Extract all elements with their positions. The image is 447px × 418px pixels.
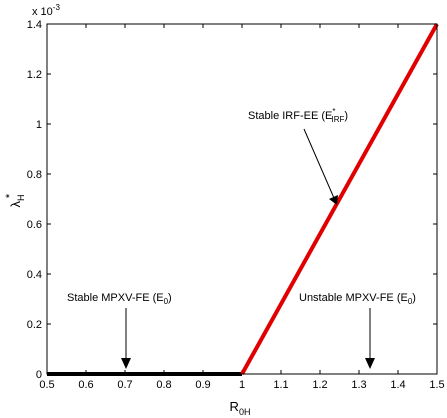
annotation-close: ) (412, 292, 416, 304)
annotation-close: ) (168, 292, 172, 304)
x-axis-label-sub: 0H (239, 407, 251, 417)
y-tick-label: 0.4 (27, 269, 42, 281)
y-tick-label: 0.2 (27, 319, 42, 331)
y-tick-label: 0 (36, 369, 42, 381)
x-axis-ticks: 0.5 0.6 0.7 0.8 0.9 1 1.1 1.2 1.3 1.4 1.5 (39, 24, 445, 391)
annotation-arrow-head (121, 358, 131, 369)
y-tick-label: 1.4 (27, 19, 42, 31)
y-scale-exp: -3 (53, 3, 61, 12)
annotation-arrow-head (329, 195, 338, 205)
annotation-sub: IRF (331, 115, 344, 124)
svg-text:Stable IRF-EE (E*IRF): Stable IRF-EE (E* IRF) (248, 107, 348, 124)
annotation-sup: * (332, 107, 335, 116)
annotation-stable-irf-ee: Stable IRF-EE (E* IRF) (248, 107, 348, 205)
x-tick-label: 1.3 (351, 379, 366, 391)
svg-text:Stable MPXV-FE (E0): Stable MPXV-FE (E0) (67, 292, 172, 306)
x-tick-label: 0.5 (39, 379, 54, 391)
annotation-sub: 0 (164, 297, 169, 306)
x-tick-label: 0.8 (156, 379, 171, 391)
plot-frame (46, 23, 438, 375)
x-tick-label: 1.4 (390, 379, 405, 391)
series-line-1 (240, 23, 439, 375)
y-tick-label: 1.2 (27, 69, 42, 81)
x-axis-label: R0H (230, 399, 251, 417)
annotation-sub: 0 (408, 297, 413, 306)
x-axis-label-main: R (230, 399, 239, 414)
x-tick-label: 1.1 (273, 379, 288, 391)
y-tick-label: 1 (36, 119, 42, 131)
x-tick-label: 0.9 (195, 379, 210, 391)
annotation-stable-mpxv-fe: Stable MPXV-FE (E0) (67, 292, 172, 369)
y-tick-label: 0.6 (27, 219, 42, 231)
annotation-arrow-head (365, 358, 375, 369)
annotation-text: Unstable MPXV-FE (E (299, 292, 408, 304)
y-scale-base: x 10 (32, 6, 53, 18)
annotation-close: ) (344, 110, 348, 122)
y-axis-ticks: 0 0.2 0.4 0.6 0.8 1 1.2 1.4 (27, 19, 437, 381)
annotation-unstable-mpxv-fe: Unstable MPXV-FE (E0) (299, 292, 416, 369)
x-tick-label: 0.7 (117, 379, 132, 391)
annotation-text: Stable IRF-EE (E (248, 110, 332, 122)
y-tick-label: 0.8 (27, 169, 42, 181)
annotation-arrow (303, 128, 335, 199)
y-axis-label: λH (8, 195, 26, 208)
y-axis-label-sup: * (4, 193, 16, 198)
y-axis-label-main: λ (8, 201, 23, 208)
series-lines (47, 23, 439, 376)
svg-text:Unstable MPXV-FE (E0): Unstable MPXV-FE (E0) (299, 292, 416, 306)
annotation-text: Stable MPXV-FE (E (67, 292, 164, 304)
x-tick-label: 0.6 (78, 379, 93, 391)
x-tick-label: 1.5 (429, 379, 444, 391)
y-axis-label-sub: H (16, 195, 26, 202)
y-scale-label: x 10-3 (32, 3, 60, 18)
x-tick-label: 1 (239, 379, 245, 391)
x-tick-label: 1.2 (312, 379, 327, 391)
